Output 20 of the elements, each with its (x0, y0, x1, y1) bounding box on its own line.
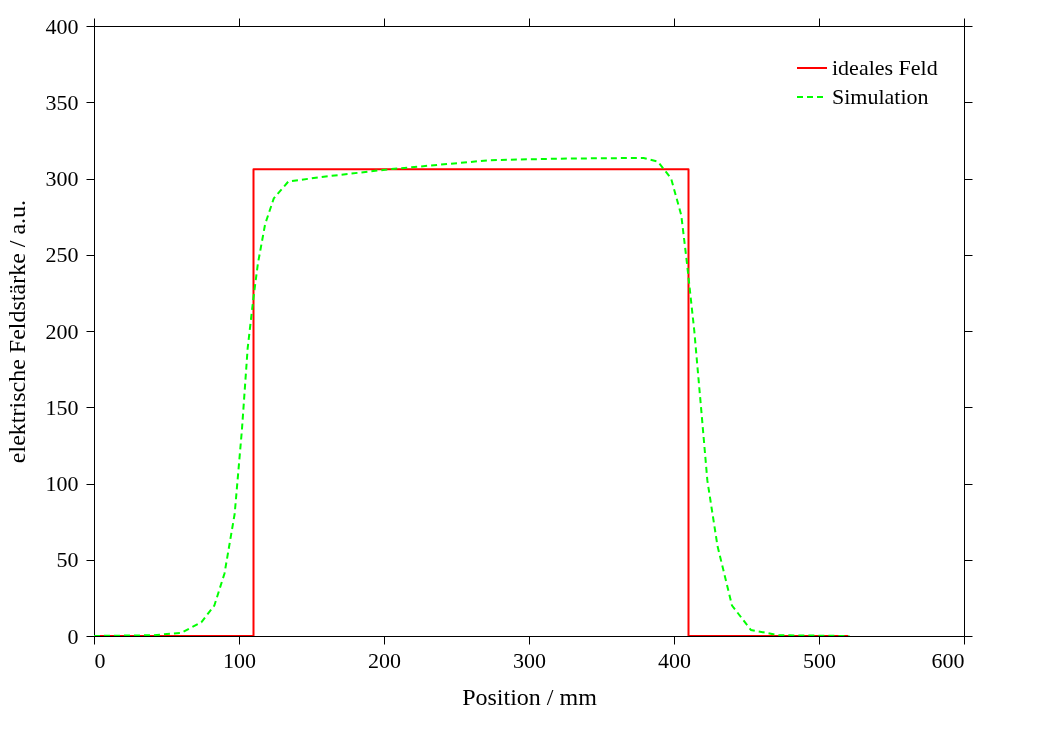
legend-label: Simulation (832, 84, 929, 109)
x-tick-label: 500 (803, 647, 836, 673)
x-tick-label: 600 (931, 647, 965, 673)
y-tick-label: 50 (56, 547, 79, 573)
x-tick-label: 100 (223, 647, 256, 673)
legend-label: ideales Feld (832, 55, 938, 80)
y-tick-label: 250 (45, 242, 79, 268)
x-tick-label: 300 (513, 647, 546, 673)
x-tick-label: 400 (658, 647, 691, 673)
x-tick-label: 0 (94, 647, 106, 673)
y-tick-label: 150 (45, 394, 79, 420)
y-tick-label: 300 (45, 166, 79, 191)
y-tick-label: 350 (45, 89, 79, 115)
y-axis-title: elektrische Feldstärke / a.u. (3, 199, 30, 464)
y-tick-label: 0 (67, 623, 79, 649)
y-tick-label: 400 (45, 13, 79, 39)
y-tick-label: 100 (45, 471, 79, 496)
x-axis-title: Position / mm (462, 683, 598, 710)
y-tick-label: 200 (45, 318, 79, 344)
x-tick-label: 200 (368, 647, 401, 673)
